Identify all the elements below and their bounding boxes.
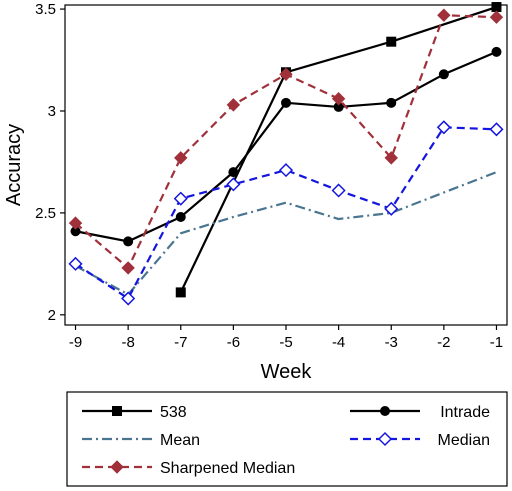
legend-marker	[377, 431, 393, 447]
data-point	[279, 67, 293, 82]
data-point	[331, 183, 346, 198]
data-point	[489, 10, 504, 24]
data-point	[438, 69, 449, 80]
data-point	[174, 151, 188, 165]
legend-item-538: 538	[82, 404, 187, 421]
data-point	[384, 151, 398, 165]
data-point	[436, 120, 451, 135]
legend-item-median: Median	[350, 431, 490, 449]
legend-label: 538	[160, 404, 187, 421]
data-point	[68, 216, 83, 230]
x-tick-label: -5	[279, 334, 292, 351]
data-point	[386, 97, 397, 108]
series-layer	[68, 2, 504, 306]
x-axis: -9 -8 -7 -6 -5 -4 -3 -2 -1	[69, 325, 503, 351]
series-line-sharpened-median	[74, 14, 497, 270]
data-point	[278, 163, 294, 178]
data-point	[491, 2, 502, 13]
series-line-median	[74, 126, 497, 300]
legend-marker	[380, 406, 390, 416]
data-point	[70, 226, 81, 237]
x-tick-label: -4	[332, 334, 345, 351]
data-point	[437, 8, 451, 22]
x-tick-label: -6	[227, 334, 240, 351]
series-line-538	[179, 5, 497, 293]
legend-item-mean: Mean	[82, 432, 200, 449]
x-tick-label: -7	[174, 334, 187, 351]
data-point	[173, 191, 188, 206]
series-line-mean	[74, 171, 497, 296]
legend-marker	[110, 460, 124, 474]
y-axis-title: Accuracy	[3, 124, 25, 206]
legend-marker	[112, 406, 122, 416]
series-median	[68, 120, 504, 306]
data-point	[384, 201, 399, 216]
data-point	[331, 92, 346, 106]
data-point	[333, 101, 344, 112]
y-tick-label: 2.5	[35, 205, 56, 222]
data-point	[68, 256, 83, 271]
series-538	[175, 2, 502, 298]
legend-label: Median	[438, 432, 490, 449]
x-tick-label: -3	[385, 334, 398, 351]
legend-label: Sharpened Median	[160, 460, 295, 477]
data-point	[281, 97, 291, 108]
x-tick-label: -8	[121, 334, 134, 351]
legend-item-intrade: Intrade	[350, 404, 490, 421]
legend-label: Mean	[160, 432, 200, 449]
legend-label: Intrade	[440, 404, 490, 421]
x-axis-title: Week	[261, 361, 313, 383]
data-point	[123, 236, 134, 247]
data-point	[491, 46, 502, 57]
data-point	[489, 122, 504, 137]
x-tick-label: -2	[437, 334, 450, 351]
series-mean	[74, 171, 497, 296]
x-tick-label: -1	[490, 334, 503, 351]
data-point	[121, 261, 135, 275]
data-point	[175, 287, 186, 298]
legend-item-sharpened-median: Sharpened Median	[82, 460, 295, 477]
data-point	[226, 177, 241, 192]
data-point	[226, 98, 241, 112]
legend: 538 Intrade Mean Median Sharpened Median	[82, 404, 490, 477]
legend-box	[66, 391, 508, 487]
y-axis: 2 2.5 3 3.5	[35, 1, 65, 324]
x-tick-label: -9	[69, 334, 82, 351]
data-point	[175, 211, 186, 222]
y-tick-label: 3	[48, 103, 56, 120]
y-tick-label: 2	[48, 307, 56, 324]
data-point	[386, 36, 397, 47]
y-tick-label: 3.5	[35, 1, 56, 18]
data-point	[121, 291, 136, 306]
series-sharpened-median	[68, 8, 504, 275]
data-point	[228, 167, 239, 178]
